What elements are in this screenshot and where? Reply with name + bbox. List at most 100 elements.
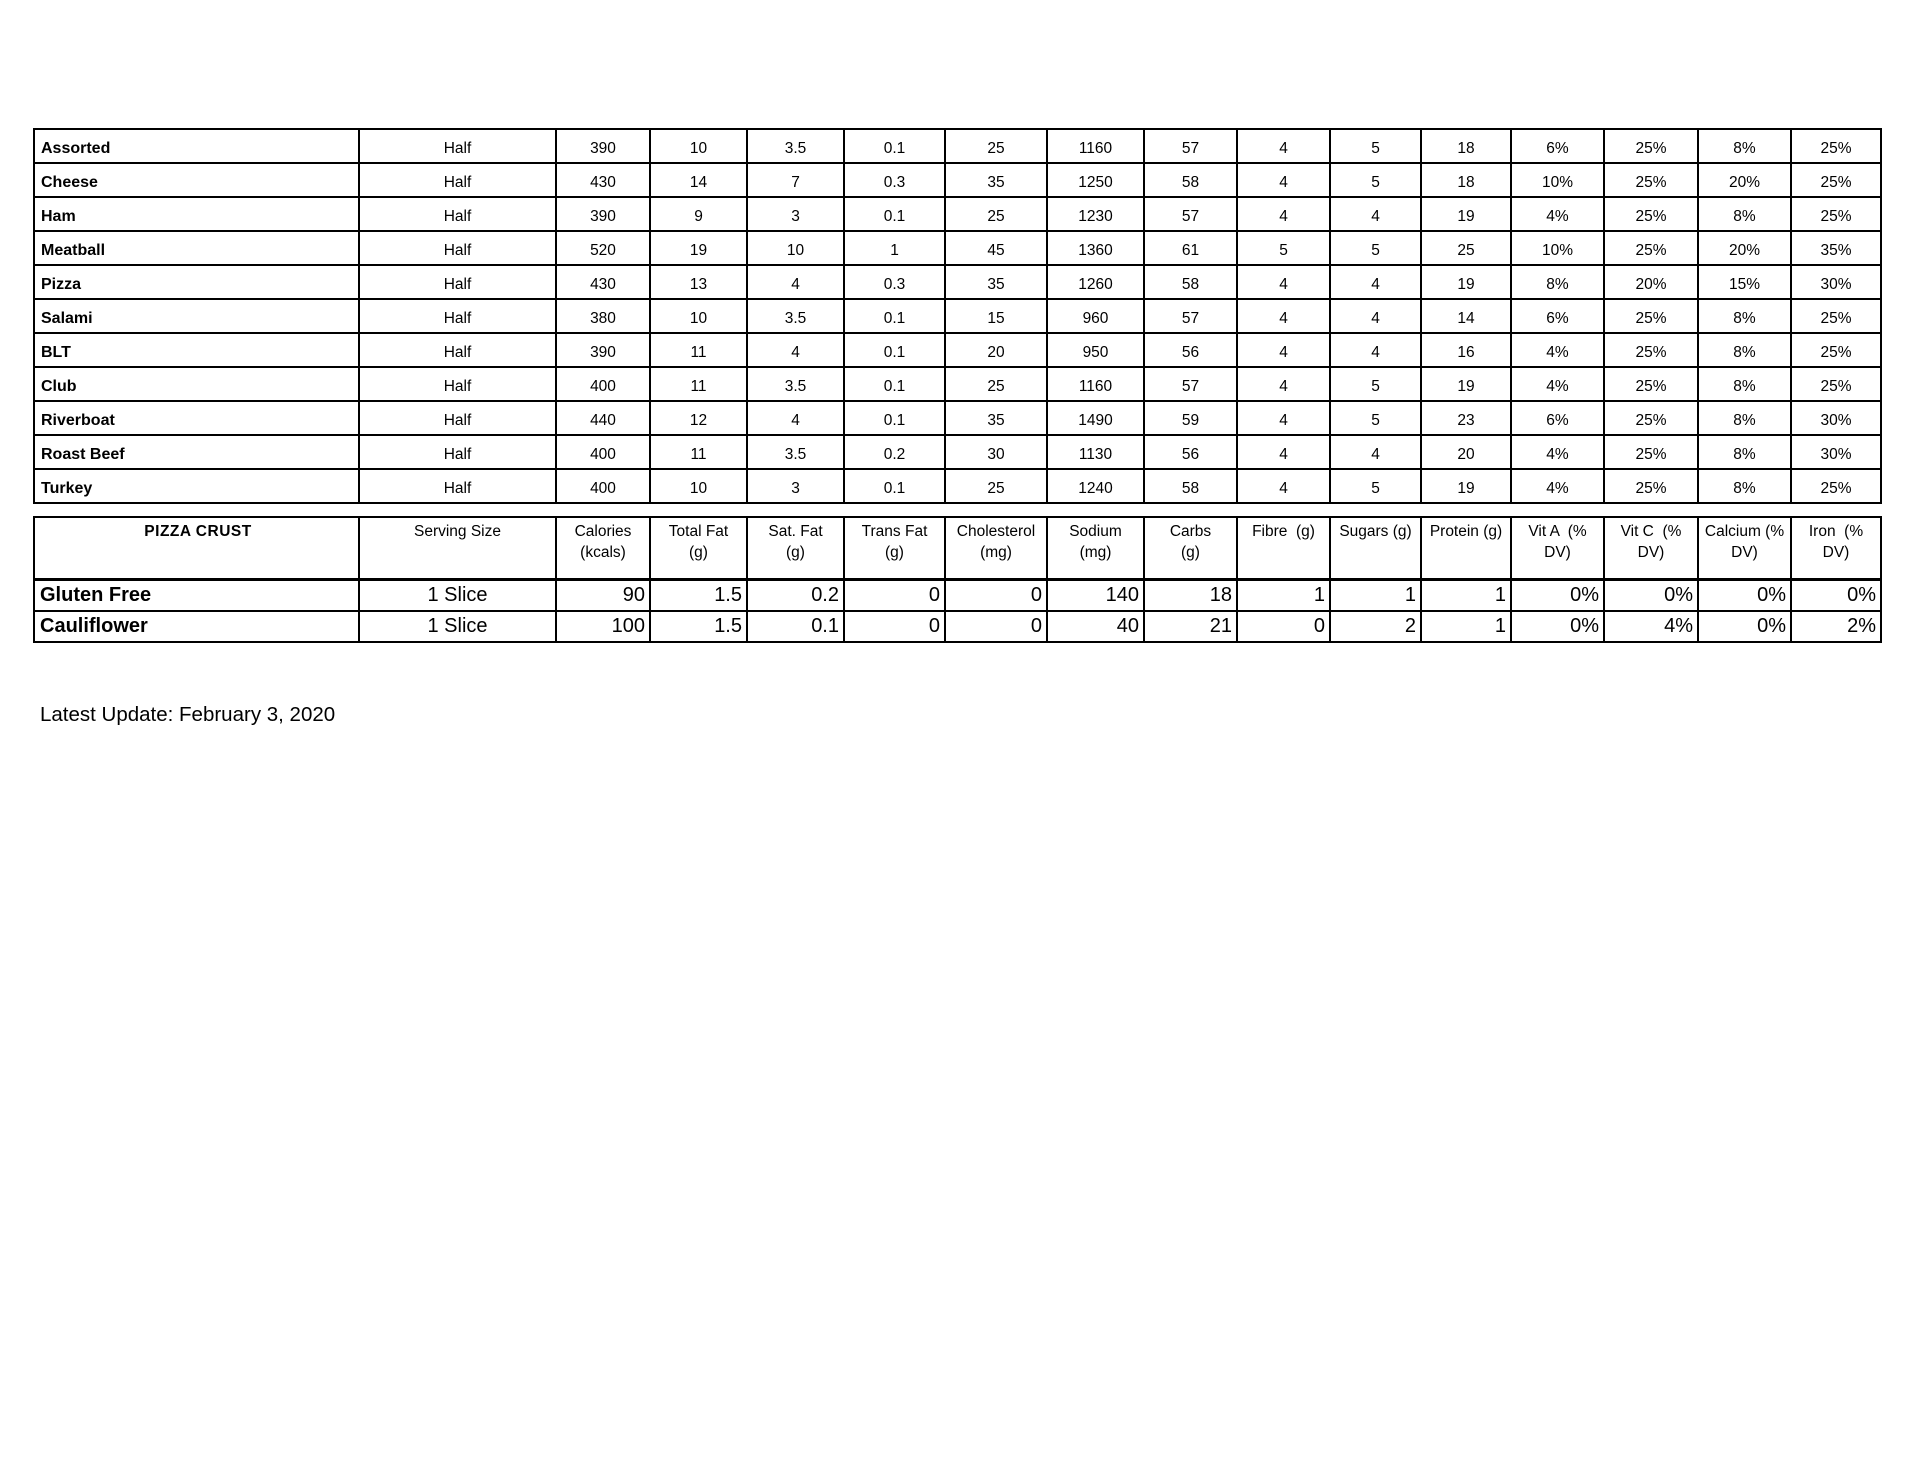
value-cell: 25 xyxy=(944,366,1048,402)
value-cell: 0.1 xyxy=(843,332,946,368)
sandwich-table-row: Meatball Half 520 19 10 1 45 1360 61 5 5 25 10% 25% 20… xyxy=(33,230,1882,266)
value-cell: Half xyxy=(358,162,557,198)
value-cell: 0 xyxy=(843,610,946,643)
value-cell: 4 xyxy=(1236,264,1331,300)
value-cell: 23 xyxy=(1420,400,1512,436)
value-cell: 57 xyxy=(1143,196,1238,232)
value-cell: 3.5 xyxy=(746,128,845,164)
value-cell: 1360 xyxy=(1046,230,1145,266)
value-cell: 0.1 xyxy=(843,468,946,504)
value-cell: 8% xyxy=(1697,366,1792,402)
value-cell: Half xyxy=(358,434,557,470)
value-cell: 430 xyxy=(555,264,651,300)
value-cell: 20% xyxy=(1697,162,1792,198)
value-cell: 4 xyxy=(1236,366,1331,402)
value-cell: 0.1 xyxy=(843,366,946,402)
value-cell: 4% xyxy=(1510,366,1605,402)
column-header-cell: Sodium (mg) xyxy=(1046,516,1145,581)
value-cell: 18 xyxy=(1420,162,1512,198)
sandwich-table-row: Club Half 400 11 3.5 0.1 25 1160 57 4 5 19 4% 25% 8% 25… xyxy=(33,366,1882,402)
column-header-cell: Total Fat (g) xyxy=(649,516,748,581)
value-cell: 1260 xyxy=(1046,264,1145,300)
value-cell: 25 xyxy=(944,128,1048,164)
value-cell: 5 xyxy=(1329,366,1422,402)
value-cell: 3.5 xyxy=(746,366,845,402)
value-cell: 57 xyxy=(1143,298,1238,334)
value-cell: 1230 xyxy=(1046,196,1145,232)
value-cell: 8% xyxy=(1510,264,1605,300)
value-cell: 0.2 xyxy=(843,434,946,470)
value-cell: Half xyxy=(358,264,557,300)
value-cell: 390 xyxy=(555,332,651,368)
value-cell: Half xyxy=(358,230,557,266)
value-cell: 10 xyxy=(746,230,845,266)
value-cell: 30% xyxy=(1790,434,1882,470)
column-header-cell: Serving Size xyxy=(358,516,557,581)
value-cell: 10 xyxy=(649,468,748,504)
sandwich-nutrition-table: Assorted Half 390 10 3.5 0.1 25 1160 57 4 5 18 6% 25%… xyxy=(33,128,1882,504)
item-name-cell: Riverboat xyxy=(33,400,360,436)
value-cell: 1 xyxy=(1420,578,1512,612)
value-cell: 25% xyxy=(1790,332,1882,368)
column-header-cell: Carbs (g) xyxy=(1143,516,1238,581)
column-header-cell: Trans Fat (g) xyxy=(843,516,946,581)
sandwich-table-row: BLT Half 390 11 4 0.1 20 950 56 4 4 16 4% 25% 8% 25% xyxy=(33,332,1882,368)
value-cell: 0 xyxy=(944,610,1048,643)
value-cell: 10 xyxy=(649,298,748,334)
value-cell: 4 xyxy=(1329,196,1422,232)
value-cell: 0% xyxy=(1697,610,1792,643)
value-cell: 3.5 xyxy=(746,298,845,334)
value-cell: 8% xyxy=(1697,298,1792,334)
value-cell: 2% xyxy=(1790,610,1882,643)
value-cell: 25% xyxy=(1603,332,1699,368)
value-cell: 1 xyxy=(843,230,946,266)
value-cell: 21 xyxy=(1143,610,1238,643)
value-cell: 19 xyxy=(1420,366,1512,402)
value-cell: 0% xyxy=(1603,578,1699,612)
value-cell: 25% xyxy=(1603,128,1699,164)
value-cell: 1160 xyxy=(1046,128,1145,164)
value-cell: 19 xyxy=(1420,264,1512,300)
serving-size-cell: 1 Slice xyxy=(358,610,557,643)
column-header-cell: Sat. Fat (g) xyxy=(746,516,845,581)
item-name-cell: Meatball xyxy=(33,230,360,266)
value-cell: 19 xyxy=(649,230,748,266)
value-cell: 4 xyxy=(1236,332,1331,368)
pizza-crust-title-cell: PIZZA CRUST xyxy=(33,516,360,581)
value-cell: 25% xyxy=(1790,468,1882,504)
value-cell: 19 xyxy=(1420,196,1512,232)
value-cell: 960 xyxy=(1046,298,1145,334)
value-cell: 400 xyxy=(555,434,651,470)
value-cell: 4 xyxy=(1236,196,1331,232)
value-cell: 30% xyxy=(1790,264,1882,300)
value-cell: 0% xyxy=(1790,578,1882,612)
value-cell: 8% xyxy=(1697,400,1792,436)
value-cell: 8% xyxy=(1697,128,1792,164)
value-cell: Half xyxy=(358,468,557,504)
sandwich-table-row: Roast Beef Half 400 11 3.5 0.2 30 1130 56 4 4 20 4% 2… xyxy=(33,434,1882,470)
value-cell: 0% xyxy=(1697,578,1792,612)
value-cell: 4% xyxy=(1510,332,1605,368)
value-cell: Half xyxy=(358,332,557,368)
value-cell: 20% xyxy=(1697,230,1792,266)
value-cell: 11 xyxy=(649,434,748,470)
value-cell: 4 xyxy=(1329,298,1422,334)
value-cell: 0.1 xyxy=(843,128,946,164)
value-cell: 6% xyxy=(1510,298,1605,334)
value-cell: 1 xyxy=(1236,578,1331,612)
value-cell: 25% xyxy=(1603,400,1699,436)
value-cell: 8% xyxy=(1697,468,1792,504)
value-cell: 10 xyxy=(649,128,748,164)
value-cell: 35 xyxy=(944,400,1048,436)
value-cell: 25% xyxy=(1603,162,1699,198)
item-name-cell: Club xyxy=(33,366,360,402)
value-cell: Half xyxy=(358,298,557,334)
value-cell: Half xyxy=(358,366,557,402)
value-cell: 25% xyxy=(1603,230,1699,266)
pizza-crust-row: Cauliflower 1 Slice 100 1.5 0.1 0 0 40 21 0 2 1 0% 4%… xyxy=(33,610,1882,643)
serving-size-cell: 1 Slice xyxy=(358,578,557,612)
sandwich-table-row: Cheese Half 430 14 7 0.3 35 1250 58 4 5 18 10% 25% 20%… xyxy=(33,162,1882,198)
value-cell: Half xyxy=(358,128,557,164)
value-cell: 8% xyxy=(1697,434,1792,470)
value-cell: 1130 xyxy=(1046,434,1145,470)
